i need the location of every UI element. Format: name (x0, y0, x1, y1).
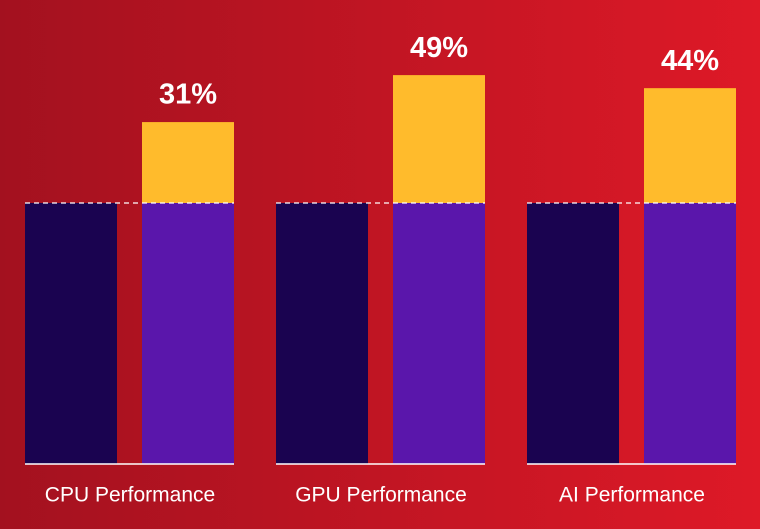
bar (393, 75, 485, 203)
bar (142, 203, 234, 464)
value-label: 49% (410, 32, 468, 64)
bar (644, 88, 736, 203)
bar (276, 203, 368, 464)
value-label: 31% (159, 79, 217, 111)
bar (25, 203, 117, 464)
value-label: 44% (661, 45, 719, 77)
x-tick-label: AI Performance (559, 484, 705, 507)
bar (142, 122, 234, 203)
bar (527, 203, 619, 464)
x-tick-label: CPU Performance (45, 484, 215, 507)
bar (393, 203, 485, 464)
bar (644, 203, 736, 464)
x-tick-label: GPU Performance (295, 484, 467, 507)
